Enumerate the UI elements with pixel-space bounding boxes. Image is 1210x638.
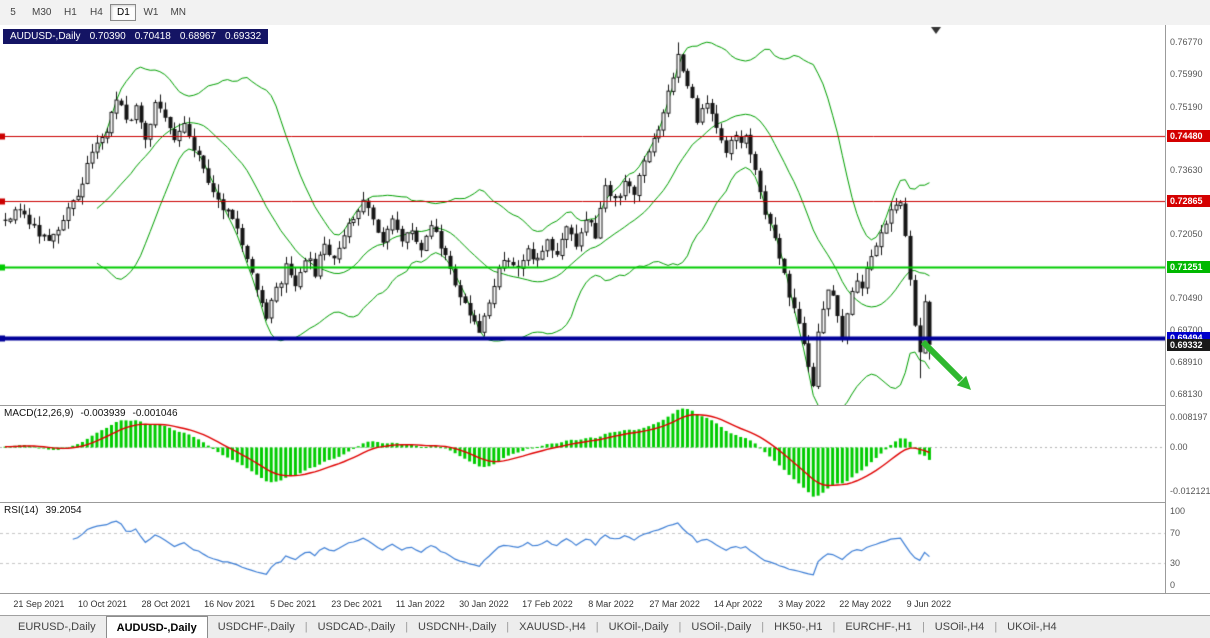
- date-label: 11 Jan 2022: [395, 599, 445, 609]
- price-axis-label: 0.73630: [1170, 165, 1203, 176]
- rsi-axis-label: 30: [1170, 557, 1181, 568]
- timeframe-button-h1[interactable]: H1: [64, 7, 77, 18]
- date-label: 3 May 2022: [778, 599, 826, 609]
- timeframe-button-m30[interactable]: M30: [32, 7, 52, 18]
- price-axis-label: 0.69700: [1170, 324, 1203, 335]
- tab-audusd-daily[interactable]: AUDUSD-,Daily: [105, 616, 208, 638]
- date-label: 22 May 2022: [839, 599, 892, 609]
- price-axis-label: 0.70490: [1170, 292, 1203, 303]
- macd-label-row: MACD(12,26,9) -0.003939 -0.001046: [4, 408, 178, 419]
- price-tag: 0.71251: [1167, 260, 1210, 273]
- date-label: 14 Apr 2022: [713, 599, 763, 609]
- date-label: 10 Oct 2021: [77, 599, 127, 609]
- rsi-indicator-name: RSI(14): [4, 505, 39, 516]
- chart-symbol-timeframe: AUDUSD-,Daily: [10, 31, 81, 42]
- macd-axis-label: -0.012121: [1170, 485, 1210, 496]
- tab-separator: |: [994, 621, 998, 633]
- tab-separator: |: [921, 621, 925, 633]
- rsi-value: 39.2054: [45, 505, 82, 516]
- rsi-axis-label: 100: [1170, 506, 1186, 516]
- price-pane[interactable]: AUDUSD-,Daily 0.70390 0.70418 0.68967 0.…: [0, 25, 1165, 405]
- chart-title-bar: AUDUSD-,Daily 0.70390 0.70418 0.68967 0.…: [3, 29, 269, 44]
- tab-usdchf-daily[interactable]: USDCHF-,Daily: [217, 621, 295, 633]
- tab-eurchf-h1[interactable]: EURCHF-,H1: [845, 621, 912, 633]
- tab-usdcad-daily[interactable]: USDCAD-,Daily: [317, 621, 396, 633]
- macd-main-value: -0.003939: [80, 408, 126, 419]
- rsi-axis-label: 0: [1170, 580, 1176, 590]
- price-axis-label: 0.72050: [1170, 229, 1203, 240]
- date-label: 16 Nov 2021: [204, 599, 256, 609]
- tab-hk50-h1[interactable]: HK50-,H1: [774, 621, 823, 633]
- tab-ukoil-daily[interactable]: UKOil-,Daily: [608, 621, 669, 633]
- date-label: 23 Dec 2021: [331, 599, 383, 609]
- date-label: 30 Jan 2022: [459, 599, 509, 609]
- ohlc-open-value: 0.70390: [89, 31, 126, 42]
- macd-signal-value: -0.001046: [132, 408, 178, 419]
- rsi-canvas[interactable]: [0, 503, 1165, 593]
- date-label: 8 Mar 2022: [588, 599, 634, 609]
- tab-usoil-h4[interactable]: USOil-,H4: [934, 621, 985, 633]
- tab-ukoil-h4[interactable]: UKOil-,H4: [1007, 621, 1057, 633]
- tab-separator: |: [832, 621, 836, 633]
- timeframe-toolbar: 5 M30 H1 H4 D1 W1 MN: [0, 0, 1210, 26]
- price-axis-label: 0.76770: [1170, 37, 1203, 48]
- timeframe-button-d1[interactable]: D1: [110, 4, 137, 21]
- tab-separator: |: [405, 621, 409, 633]
- price-chart-canvas[interactable]: [0, 25, 1165, 405]
- price-axis-label: 0.68130: [1170, 388, 1203, 399]
- tab-separator: |: [761, 621, 765, 633]
- timeframe-button-w1[interactable]: W1: [143, 7, 159, 18]
- date-label: 21 Sep 2021: [13, 599, 65, 609]
- price-tag: 0.69332: [1167, 338, 1210, 351]
- macd-canvas[interactable]: [0, 406, 1165, 502]
- tab-separator: |: [506, 621, 510, 633]
- timeframe-button-h4[interactable]: H4: [90, 7, 103, 18]
- pane-separator: [0, 405, 1210, 406]
- rsi-pane[interactable]: RSI(14) 39.2054: [0, 503, 1165, 593]
- date-label: 17 Feb 2022: [522, 599, 573, 609]
- trend-arrow-annotation: [920, 339, 971, 390]
- price-axis-label: 0.75190: [1170, 101, 1203, 112]
- pane-separator: [0, 502, 1210, 503]
- rsi-label-row: RSI(14) 39.2054: [4, 505, 82, 516]
- tab-separator: |: [595, 621, 599, 633]
- timeframe-button-mn[interactable]: MN: [170, 7, 187, 18]
- pane-separator: [0, 593, 1210, 594]
- ohlc-high-value: 0.70418: [134, 31, 171, 42]
- price-axis-label: 0.75990: [1170, 69, 1203, 80]
- tab-separator: |: [678, 621, 682, 633]
- macd-indicator-name: MACD(12,26,9): [4, 408, 74, 419]
- chart-area: AUDUSD-,Daily 0.70390 0.70418 0.68967 0.…: [0, 25, 1210, 615]
- price-tag: 0.72865: [1167, 195, 1210, 208]
- ohlc-low-value: 0.68967: [179, 31, 217, 42]
- time-axis[interactable]: 21 Sep 2021 10 Oct 2021 28 Oct 2021 16 Nov …: [0, 594, 1210, 615]
- tab-xauusd-h4[interactable]: XAUUSD-,H4: [519, 621, 586, 633]
- price-tag: 0.74480: [1167, 129, 1210, 142]
- date-label: 27 Mar 2022: [649, 599, 700, 609]
- macd-axis-label: 0.008197: [1170, 411, 1208, 422]
- rsi-axis-label: 70: [1170, 528, 1181, 539]
- date-label: 5 Dec 2021: [270, 599, 317, 609]
- date-label: 28 Oct 2021: [141, 599, 191, 609]
- tab-separator: |: [304, 621, 308, 633]
- tab-usoil-daily[interactable]: USOil-,Daily: [691, 621, 752, 633]
- tab-usdcnh-daily[interactable]: USDCNH-,Daily: [418, 621, 497, 633]
- macd-axis-label: 0.00: [1170, 441, 1188, 452]
- timeframe-button-5[interactable]: 5: [10, 7, 16, 18]
- price-axis-label: 0.68910: [1170, 356, 1203, 367]
- price-axis[interactable]: 0.76770 0.75990 0.75190 0.73630 0.72050 0.704…: [1165, 25, 1210, 593]
- date-label: 9 Jun 2022: [906, 599, 952, 609]
- symbol-tabs-bar: EURUSD-,Daily AUDUSD-,Daily USDCHF-,Daily |…: [0, 615, 1210, 638]
- ohlc-close-value: 0.69332: [225, 31, 262, 42]
- tab-eurusd-daily[interactable]: EURUSD-,Daily: [18, 621, 96, 633]
- macd-pane[interactable]: MACD(12,26,9) -0.003939 -0.001046: [0, 406, 1165, 502]
